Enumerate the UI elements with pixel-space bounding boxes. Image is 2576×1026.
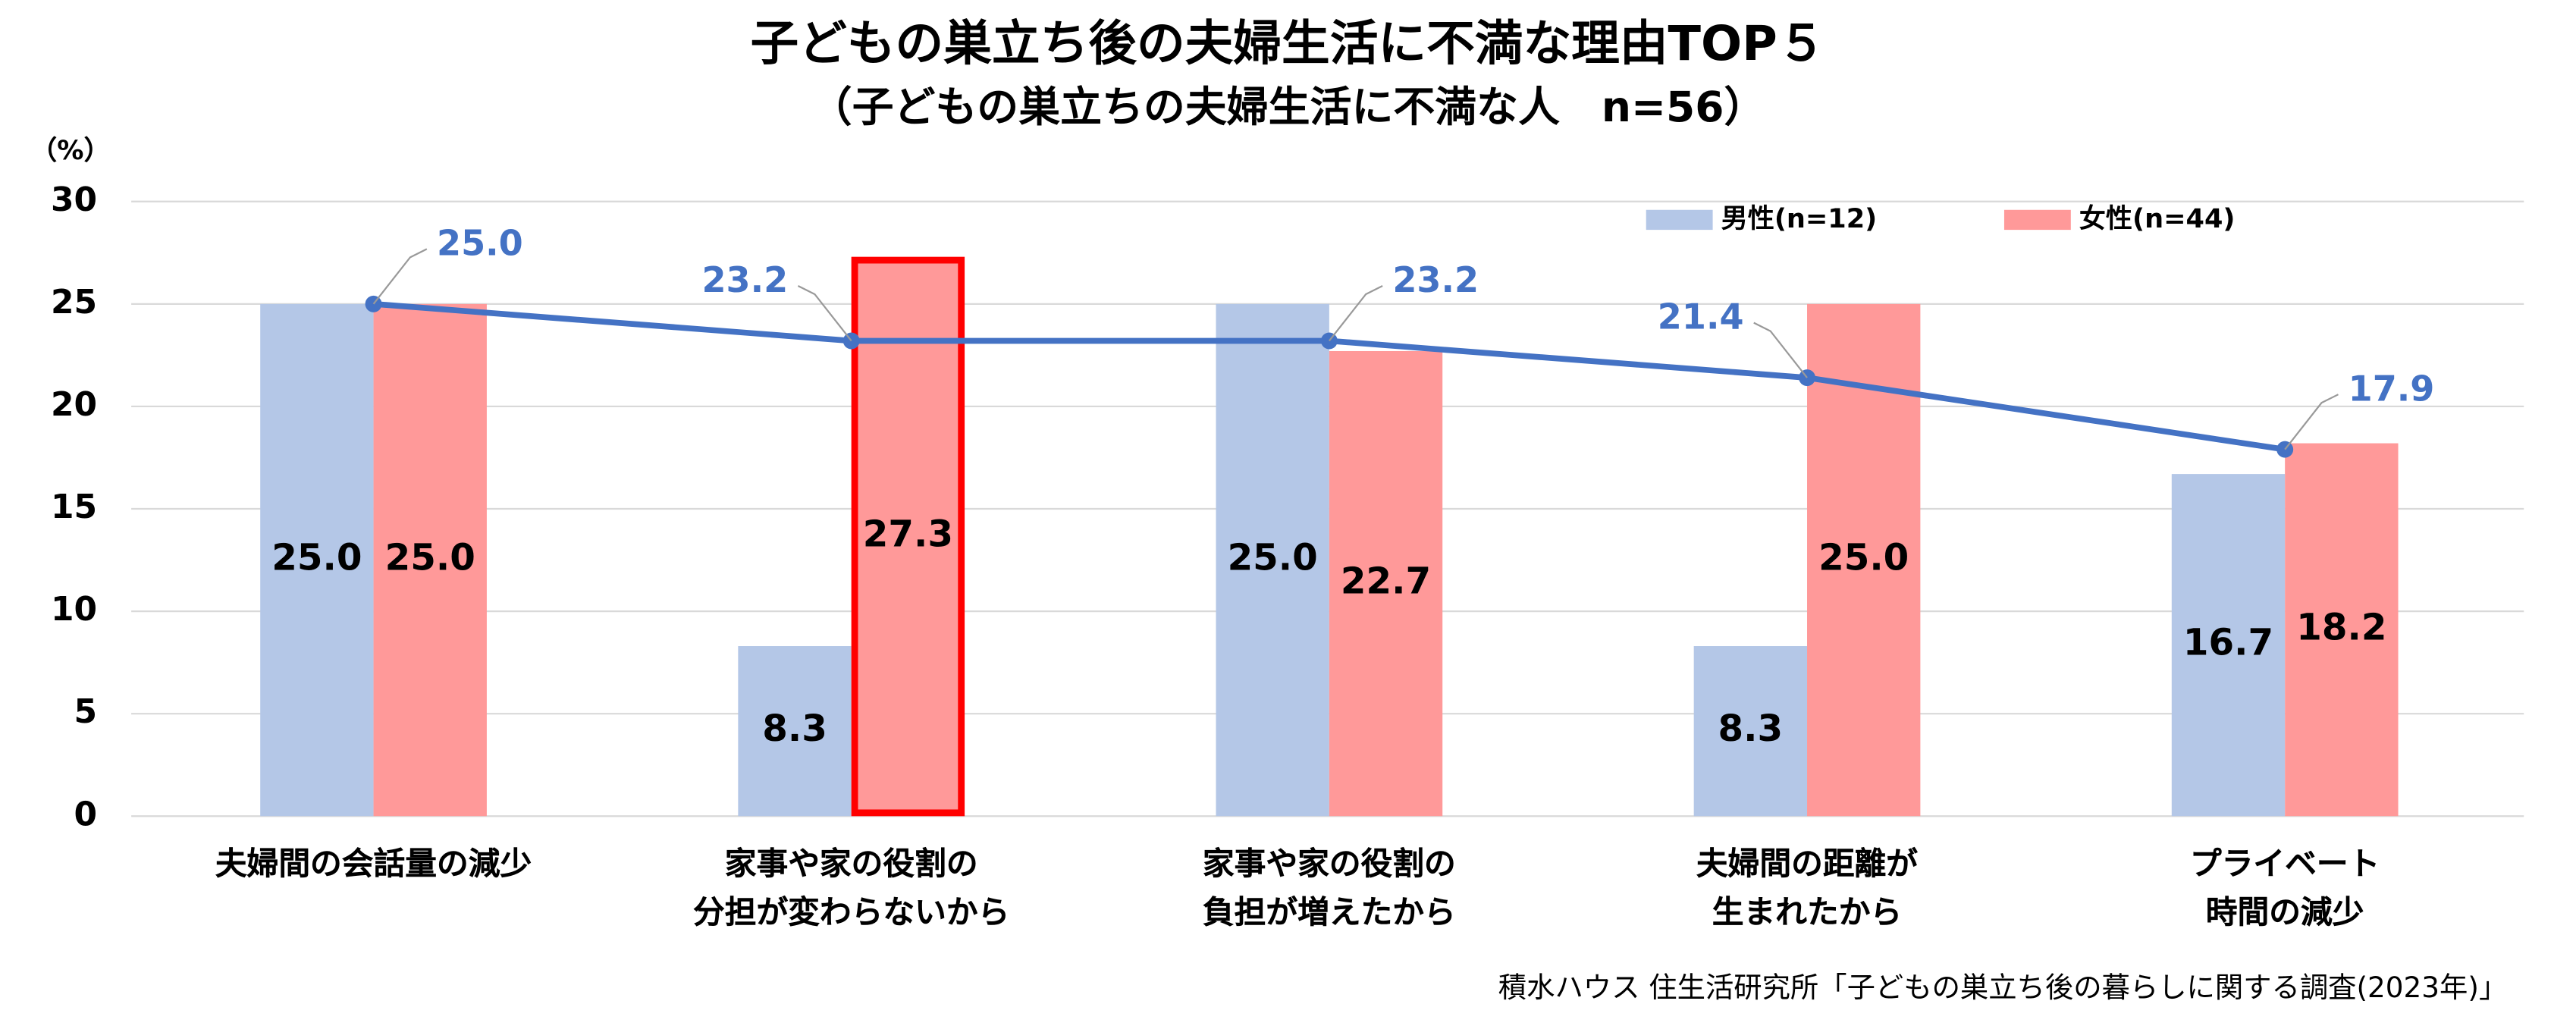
y-unit: （%） [30,135,110,166]
line-value-label: 17.9 [2349,368,2435,409]
bar [260,303,374,817]
bar [373,303,487,817]
line-value-label: 23.2 [1392,259,1479,300]
x-label-box: 家事や家の役割の 負担が増えたから [1202,846,1456,931]
bar-value-label: 25.0 [1818,537,1909,579]
bar-value-label: 16.7 [2183,622,2273,664]
y-tick-label: 15 [51,488,97,526]
highlight-box [851,256,965,817]
x-label-box: プライベート 時間の減少 [2189,846,2380,931]
bar [2171,474,2286,817]
bar-value-label: 8.3 [762,708,827,750]
bar-value-label: 25.0 [1228,537,1318,579]
legend-swatch [1646,209,1713,231]
y-tick-label: 5 [74,692,97,731]
y-tick-label: 0 [74,795,97,833]
bar [1329,350,1443,817]
bar-value-label: 22.7 [1341,560,1431,603]
bar-value-label: 8.3 [1718,708,1784,750]
x-tick-label: 夫婦間の会話量の減少 [215,846,532,883]
bar [738,646,852,817]
y-tick-label: 20 [51,385,97,424]
bar [1693,646,1808,817]
leader-line [1328,285,1383,342]
x-tick-label: プライベート 時間の減少 [2189,846,2380,931]
bar-value-label: 25.0 [271,537,362,579]
leader-line [372,248,428,305]
bar-value-label: 27.3 [863,513,953,555]
x-label-box: 夫婦間の会話量の減少 [215,846,532,883]
x-tick-label: 家事や家の役割の 負担が増えたから [1202,846,1456,931]
bar [2285,443,2399,817]
y-tick-label: 25 [51,283,97,322]
bar-value-label: 18.2 [2296,606,2386,648]
source: 積水ハウス 住生活研究所「子どもの巣立ち後の暮らしに関する調査(2023年)」 [1498,971,2507,1004]
line-value-label: 21.4 [1658,297,1744,337]
x-tick-label: 夫婦間の距離が 生まれたから [1696,846,1919,931]
y-tick-label: 30 [51,180,97,219]
line-value-label: 23.2 [701,259,788,300]
x-label-box: 家事や家の役割の 分担が変わらないから [692,846,1010,931]
legend-label: 男性(n=12) [1721,203,1878,234]
x-tick-label: 家事や家の役割の 分担が変わらないから [692,846,1010,931]
chart-title: 子どもの巣立ち後の夫婦生活に不満な理由TOP５ [750,16,1825,72]
legend-swatch [2003,209,2071,231]
leader-line [1753,322,1808,378]
bar [1216,303,1329,817]
x-label-box: 夫婦間の距離が 生まれたから [1696,846,1919,931]
y-tick-label: 10 [51,590,97,629]
leader-line [2284,394,2339,450]
line-point [842,332,860,350]
chart-subtitle: （子どもの巣立ちの夫婦生活に不満な人 n=56） [811,83,1766,131]
bar-value-label: 25.0 [385,537,475,579]
line-value-label: 25.0 [437,222,523,263]
leader-line [797,285,852,342]
bar [851,256,965,817]
legend-label: 女性(n=44) [2079,203,2236,234]
